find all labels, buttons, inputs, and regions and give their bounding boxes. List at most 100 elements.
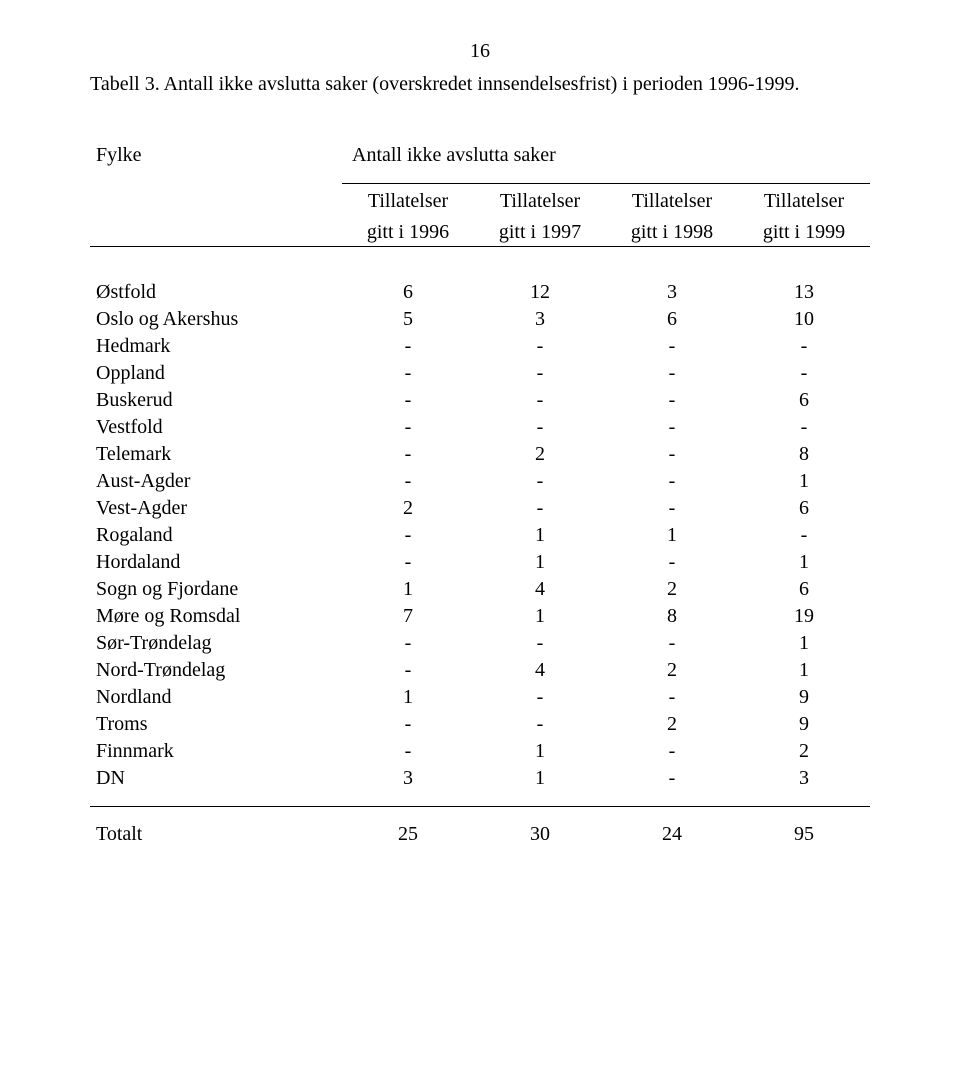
table-cell: - xyxy=(342,630,474,657)
row-label: DN xyxy=(90,765,342,792)
col-subheader: gitt i 1999 xyxy=(738,215,870,247)
table-cell: - xyxy=(606,360,738,387)
table-row: Rogaland-11- xyxy=(90,522,870,549)
table-cell: 7 xyxy=(342,603,474,630)
table-cell: 6 xyxy=(738,576,870,603)
table-cell: - xyxy=(474,684,606,711)
table-cell: 8 xyxy=(606,603,738,630)
table-row: Oslo og Akershus53610 xyxy=(90,306,870,333)
table-row: Nord-Trøndelag -421 xyxy=(90,657,870,684)
table-cell: - xyxy=(738,360,870,387)
row-label: Telemark xyxy=(90,441,342,468)
row-label: Oppland xyxy=(90,360,342,387)
table-cell: - xyxy=(342,711,474,738)
row-label: Finnmark xyxy=(90,738,342,765)
table-cell: 1 xyxy=(738,630,870,657)
table-cell: - xyxy=(606,549,738,576)
row-label: Rogaland xyxy=(90,522,342,549)
table-cell: - xyxy=(342,414,474,441)
table-header-row-1: Fylke Antall ikke avslutta saker xyxy=(90,138,870,169)
table-cell: - xyxy=(342,522,474,549)
data-table: Fylke Antall ikke avslutta saker Tillate… xyxy=(90,138,870,848)
row-label: Nordland xyxy=(90,684,342,711)
table-row: Nordland1--9 xyxy=(90,684,870,711)
row-label: Troms xyxy=(90,711,342,738)
table-header-row-2: Tillatelser Tillatelser Tillatelser Till… xyxy=(90,184,870,216)
table-cell: - xyxy=(342,549,474,576)
table-cell: 2 xyxy=(738,738,870,765)
total-label: Totalt xyxy=(90,821,342,848)
table-header-row-3: gitt i 1996 gitt i 1997 gitt i 1998 gitt… xyxy=(90,215,870,247)
table-cell: 3 xyxy=(342,765,474,792)
row-label: Aust-Agder xyxy=(90,468,342,495)
table-cell: - xyxy=(606,441,738,468)
table-cell: 1 xyxy=(738,468,870,495)
table-cell: 6 xyxy=(738,495,870,522)
table-row: Buskerud---6 xyxy=(90,387,870,414)
row-label: Buskerud xyxy=(90,387,342,414)
table-row: Østfold612313 xyxy=(90,279,870,306)
col-header: Tillatelser xyxy=(342,184,474,216)
table-cell: 2 xyxy=(606,576,738,603)
page-number: 16 xyxy=(90,40,870,63)
table-cell: 2 xyxy=(474,441,606,468)
total-cell: 30 xyxy=(474,821,606,848)
total-cell: 25 xyxy=(342,821,474,848)
table-cell: - xyxy=(342,360,474,387)
table-cell: 6 xyxy=(342,279,474,306)
table-cell: - xyxy=(474,333,606,360)
table-cell: 4 xyxy=(474,576,606,603)
table-cell: - xyxy=(342,468,474,495)
table-cell: 1 xyxy=(474,603,606,630)
table-row: Hordaland-1-1 xyxy=(90,549,870,576)
table-cell: 2 xyxy=(606,711,738,738)
col-subheader: gitt i 1997 xyxy=(474,215,606,247)
table-cell: - xyxy=(474,468,606,495)
table-cell: - xyxy=(342,657,474,684)
row-label: Hordaland xyxy=(90,549,342,576)
table-row: Aust-Agder---1 xyxy=(90,468,870,495)
table-cell: - xyxy=(606,630,738,657)
table-total-row: Totalt 25 30 24 95 xyxy=(90,821,870,848)
col-header: Tillatelser xyxy=(474,184,606,216)
table-cell: 5 xyxy=(342,306,474,333)
table-cell: - xyxy=(738,333,870,360)
table-cell: 2 xyxy=(342,495,474,522)
table-row: Vestfold---- xyxy=(90,414,870,441)
table-row: Hedmark---- xyxy=(90,333,870,360)
table-cell: - xyxy=(342,738,474,765)
table-cell: - xyxy=(342,333,474,360)
table-cell: 1 xyxy=(474,765,606,792)
col-fylke-label: Fylke xyxy=(90,138,342,169)
table-cell: 2 xyxy=(606,657,738,684)
table-cell: - xyxy=(474,711,606,738)
table-cell: - xyxy=(342,387,474,414)
table-row: Oppland---- xyxy=(90,360,870,387)
table-cell: 19 xyxy=(738,603,870,630)
table-cell: 9 xyxy=(738,711,870,738)
table-cell: - xyxy=(738,414,870,441)
row-label: Sør-Trøndelag xyxy=(90,630,342,657)
table-cell: 4 xyxy=(474,657,606,684)
table-row: Telemark-2-8 xyxy=(90,441,870,468)
total-cell: 24 xyxy=(606,821,738,848)
table-cell: 1 xyxy=(342,576,474,603)
row-label: Møre og Romsdal xyxy=(90,603,342,630)
table-cell: 1 xyxy=(606,522,738,549)
table-cell: 1 xyxy=(738,657,870,684)
table-cell: - xyxy=(606,333,738,360)
col-group-label: Antall ikke avslutta saker xyxy=(342,138,870,169)
table-cell: - xyxy=(606,468,738,495)
table-cell: 1 xyxy=(738,549,870,576)
table-cell: 1 xyxy=(474,522,606,549)
table-cell: 3 xyxy=(606,279,738,306)
table-cell: - xyxy=(606,495,738,522)
table-cell: 9 xyxy=(738,684,870,711)
row-label: Sogn og Fjordane xyxy=(90,576,342,603)
table-cell: - xyxy=(474,414,606,441)
table-cell: - xyxy=(738,522,870,549)
table-row: Vest-Agder2--6 xyxy=(90,495,870,522)
table-row: Finnmark-1-2 xyxy=(90,738,870,765)
table-cell: - xyxy=(474,387,606,414)
table-row: Troms--29 xyxy=(90,711,870,738)
